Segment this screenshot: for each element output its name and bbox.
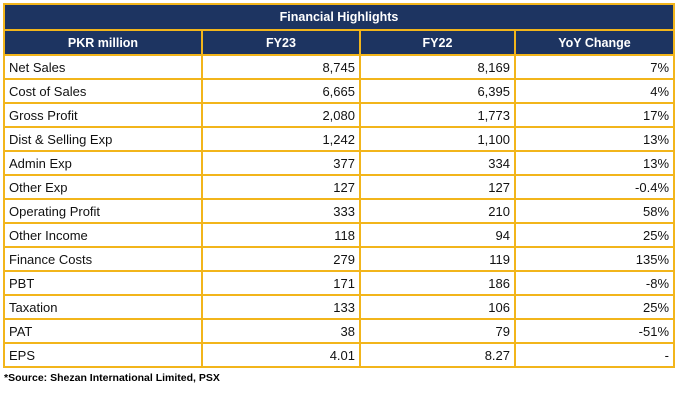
yoy-change-value: 25% <box>513 294 676 320</box>
column-header-fy22: FY22 <box>359 29 516 56</box>
fy23-value: 333 <box>201 198 361 224</box>
row-label: EPS <box>3 342 203 368</box>
fy22-value: 106 <box>359 294 516 320</box>
fy23-value: 6,665 <box>201 78 361 104</box>
yoy-change-value: 58% <box>513 198 676 224</box>
fy23-value: 8,745 <box>201 54 361 80</box>
fy23-value: 2,080 <box>201 102 361 128</box>
column-header-row: PKR million FY23 FY22 YoY Change <box>3 29 676 56</box>
source-note: *Source: Shezan International Limited, P… <box>4 372 220 384</box>
fy22-value: 186 <box>359 270 516 296</box>
fy23-value: 133 <box>201 294 361 320</box>
row-label: Operating Profit <box>3 198 203 224</box>
yoy-change-value: 13% <box>513 126 676 152</box>
column-header-fy23: FY23 <box>201 29 361 56</box>
row-label: PAT <box>3 318 203 344</box>
fy23-value: 1,242 <box>201 126 361 152</box>
table-row: Finance Costs 279 119 135% <box>3 246 676 272</box>
fy22-value: 334 <box>359 150 516 176</box>
fy23-value: 38 <box>201 318 361 344</box>
yoy-change-value: 135% <box>513 246 676 272</box>
table-row: EPS 4.01 8.27 - <box>3 342 676 368</box>
yoy-change-value: 13% <box>513 150 676 176</box>
fy23-value: 118 <box>201 222 361 248</box>
row-label: Other Income <box>3 222 203 248</box>
fy22-value: 1,773 <box>359 102 516 128</box>
table-row: Admin Exp 377 334 13% <box>3 150 676 176</box>
yoy-change-value: 7% <box>513 54 676 80</box>
column-header-yoy-change: YoY Change <box>513 29 676 56</box>
fy22-value: 119 <box>359 246 516 272</box>
fy23-value: 4.01 <box>201 342 361 368</box>
yoy-change-value: - <box>513 342 676 368</box>
fy23-value: 171 <box>201 270 361 296</box>
table-row: Other Income 118 94 25% <box>3 222 676 248</box>
row-label: Finance Costs <box>3 246 203 272</box>
table-row: Cost of Sales 6,665 6,395 4% <box>3 78 676 104</box>
row-label: Admin Exp <box>3 150 203 176</box>
yoy-change-value: 17% <box>513 102 676 128</box>
fy22-value: 8.27 <box>359 342 516 368</box>
financial-highlights-panel: Financial Highlights PKR million FY23 FY… <box>2 3 676 386</box>
yoy-change-value: 4% <box>513 78 676 104</box>
table-row: Operating Profit 333 210 58% <box>3 198 676 224</box>
fy22-value: 1,100 <box>359 126 516 152</box>
fy23-value: 279 <box>201 246 361 272</box>
source-note-row: *Source: Shezan International Limited, P… <box>4 367 674 386</box>
table-row: Dist & Selling Exp 1,242 1,100 13% <box>3 126 676 152</box>
row-label: PBT <box>3 270 203 296</box>
financial-highlights-table: Financial Highlights PKR million FY23 FY… <box>2 3 676 386</box>
table-row: Taxation 133 106 25% <box>3 294 676 320</box>
fy22-value: 8,169 <box>359 54 516 80</box>
row-label: Net Sales <box>3 54 203 80</box>
fy22-value: 6,395 <box>359 78 516 104</box>
fy22-value: 127 <box>359 174 516 200</box>
table-row: PBT 171 186 -8% <box>3 270 676 296</box>
row-label: Taxation <box>3 294 203 320</box>
fy22-value: 94 <box>359 222 516 248</box>
row-label: Dist & Selling Exp <box>3 126 203 152</box>
row-label: Gross Profit <box>3 102 203 128</box>
table-row: Net Sales 8,745 8,169 7% <box>3 54 676 80</box>
fy23-value: 127 <box>201 174 361 200</box>
fy22-value: 210 <box>359 198 516 224</box>
table-title-row: Financial Highlights <box>2 3 676 31</box>
table-row: Other Exp 127 127 -0.4% <box>3 174 676 200</box>
row-label: Other Exp <box>3 174 203 200</box>
fy22-value: 79 <box>359 318 516 344</box>
yoy-change-value: -0.4% <box>513 174 676 200</box>
yoy-change-value: 25% <box>513 222 676 248</box>
column-header-metric: PKR million <box>3 29 203 56</box>
fy23-value: 377 <box>201 150 361 176</box>
table-title: Financial Highlights <box>2 3 676 31</box>
yoy-change-value: -8% <box>513 270 676 296</box>
yoy-change-value: -51% <box>513 318 676 344</box>
table-row: PAT 38 79 -51% <box>3 318 676 344</box>
table-row: Gross Profit 2,080 1,773 17% <box>3 102 676 128</box>
row-label: Cost of Sales <box>3 78 203 104</box>
